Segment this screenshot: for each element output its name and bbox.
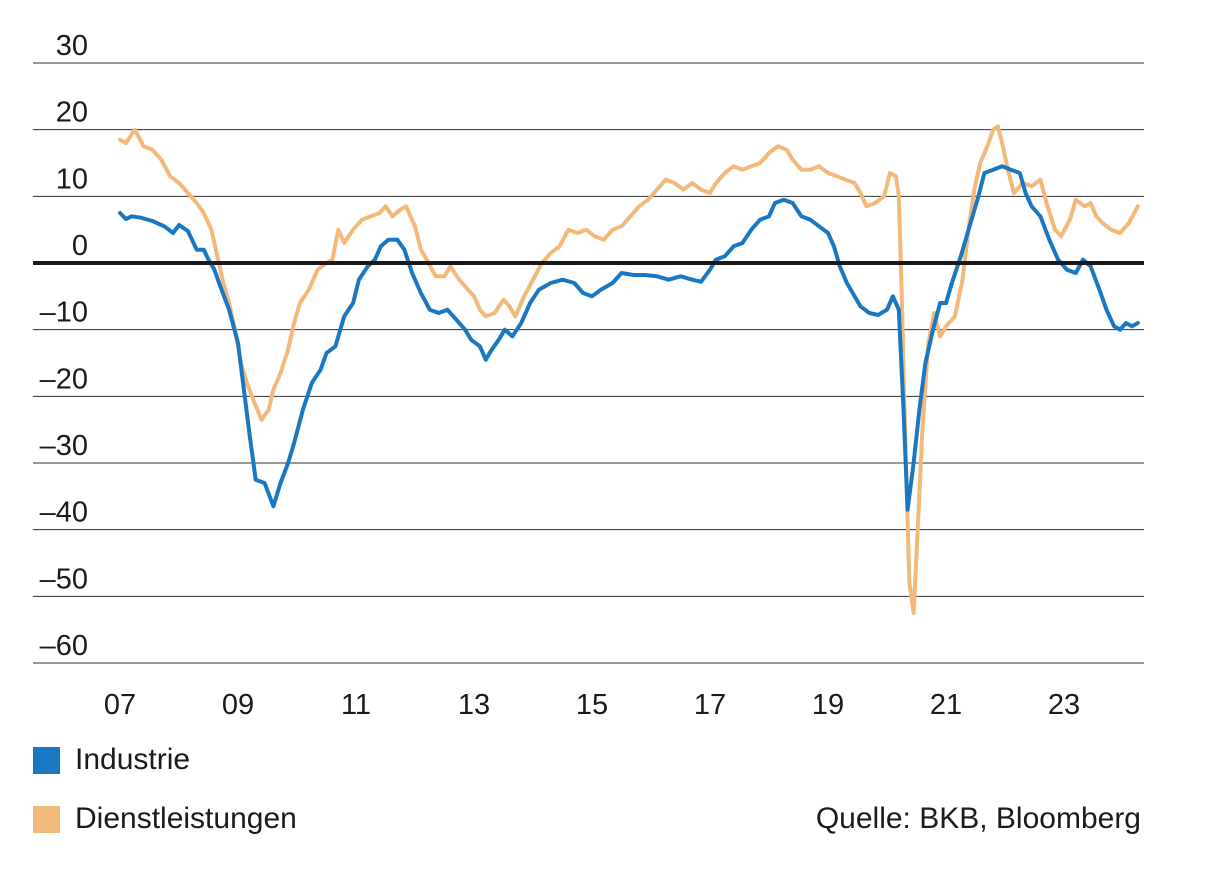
y-tick-label: –60: [40, 630, 88, 662]
x-tick-label: 17: [694, 689, 726, 721]
legend-item-industrie: Industrie: [33, 743, 190, 777]
x-tick-label: 13: [458, 689, 490, 721]
source-note: Quelle: BKB, Bloomberg: [815, 802, 1141, 835]
x-tick-label: 15: [576, 689, 608, 721]
y-tick-label: 20: [56, 97, 88, 129]
y-tick-label: 30: [56, 30, 88, 62]
x-tick-label: 07: [104, 689, 136, 721]
y-tick-label: –20: [40, 363, 88, 395]
x-axis-tick-labels: 07 09 11 13 15 17 19 21 23: [104, 689, 1080, 721]
legend-swatch-industrie: [33, 746, 60, 774]
y-axis-tick-labels: 30 20 10 0 –10 –20 –30 –40 –50 –60: [40, 30, 88, 662]
y-tick-label: –10: [40, 297, 88, 329]
legend-label-dienstleistungen: Dienstleistungen: [75, 802, 297, 835]
y-tick-label: –40: [40, 497, 88, 529]
x-tick-label: 09: [222, 689, 254, 721]
x-tick-label: 11: [341, 689, 371, 721]
y-tick-label: –30: [40, 430, 88, 462]
gridlines: [33, 62, 1144, 664]
line-chart: 30 20 10 0 –10 –20 –30 –40 –50 –60 07 09 11 13 15 17 19…: [33, 30, 1144, 721]
series-lines: [33, 124, 1144, 615]
series-line-dienstleistungen: [118, 124, 1140, 615]
x-tick-label: 19: [812, 689, 844, 721]
legend-label-industrie: Industrie: [75, 743, 191, 776]
x-tick-label: 21: [930, 689, 962, 721]
y-tick-label: 0: [72, 230, 88, 262]
x-tick-label: 23: [1048, 689, 1080, 721]
y-tick-label: –50: [40, 563, 88, 595]
legend-item-dienstleistungen: Dienstleistungen: [33, 802, 297, 836]
series-line-industrie: [118, 164, 1140, 512]
legend-swatch-dienstleistungen: [33, 805, 60, 833]
y-tick-label: 10: [56, 163, 88, 195]
